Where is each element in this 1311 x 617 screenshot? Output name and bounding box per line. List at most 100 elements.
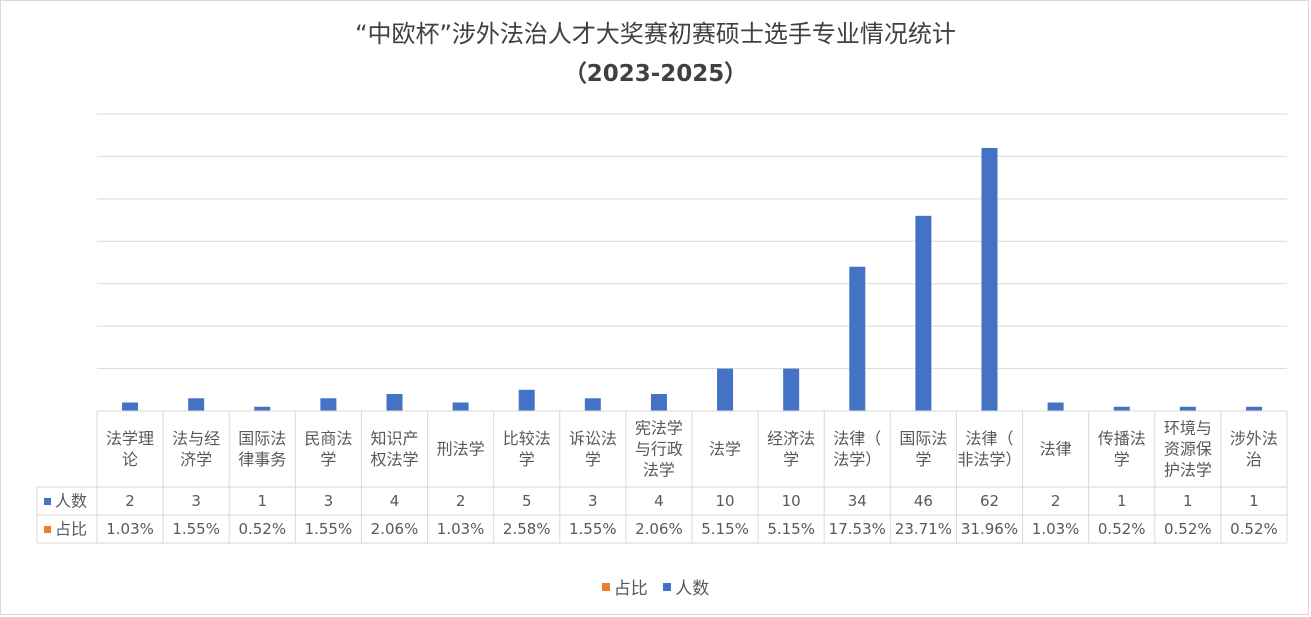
data-label: 34 [848,492,867,510]
chart-title: “中欧杯”涉外法治人才大奖赛初赛硕士选手专业情况统计 [355,20,956,48]
bar [915,215,932,411]
data-label: 0.52% [1098,520,1146,538]
category-label: 学 [320,450,336,469]
category-label: 法律 [1040,440,1072,459]
bar [122,402,139,411]
data-label: 5.15% [767,520,815,538]
bar [188,398,205,411]
bar [717,368,734,411]
data-label: 4 [390,492,400,510]
category-label: 学 [1114,450,1130,469]
category-label: 法学理 [106,429,154,448]
data-label: 1.55% [172,520,220,538]
bar [981,147,998,411]
data-label: 0.52% [238,520,286,538]
bar [452,402,469,411]
table-series-marker [44,498,51,505]
data-label: 1.03% [106,520,154,538]
data-label: 2 [456,492,466,510]
table-series-name: 人数 [55,492,87,511]
category-label: 诉讼法 [569,429,617,448]
category-label: 护法学 [1164,461,1212,480]
data-label: 23.71% [895,520,952,538]
data-label: 3 [191,492,201,510]
data-label: 2 [125,492,135,510]
bar [584,398,601,411]
category-label: 非法学） [957,450,1021,469]
data-label: 5.15% [701,520,749,538]
category-label: 法学 [709,440,741,459]
category-label: 环境与 [1164,419,1212,438]
legend-swatch-count [663,583,672,591]
data-label: 0.52% [1164,520,1212,538]
category-label: 国际法 [899,429,947,448]
data-label: 46 [914,492,933,510]
table-series-marker [44,526,51,533]
category-label: 知识产 [370,429,418,448]
data-label: 3 [324,492,334,510]
data-label: 10 [716,492,735,510]
bar [1113,406,1130,411]
bar [386,394,403,411]
data-label: 4 [654,492,664,510]
data-label: 31.96% [961,520,1018,538]
data-label: 0.52% [1230,520,1278,538]
category-label: 刑法学 [437,440,485,459]
table-series-name: 占比 [55,520,87,539]
category-label: 法律（ [833,429,881,448]
category-label: 法律（ [965,429,1013,448]
category-label: 法学） [833,450,881,469]
data-label: 2 [1051,492,1061,510]
category-label: 与行政 [635,440,683,459]
data-label: 1.55% [569,520,617,538]
bar [650,394,667,411]
data-label: 2.06% [635,520,683,538]
data-label: 2.06% [371,520,419,538]
data-label: 1 [1183,492,1193,510]
data-label: 2.58% [503,520,551,538]
category-label: 法与经 [172,429,220,448]
category-label: 宪法学 [635,419,683,438]
category-label: 论 [122,450,138,469]
category-label: 经济法 [767,429,815,448]
category-label: 学 [585,450,601,469]
category-label: 治 [1246,450,1262,469]
bar [849,266,866,411]
data-label: 1.03% [1032,520,1080,538]
legend-label-count: 人数 [675,579,710,599]
category-label: 权法学 [370,450,418,469]
data-label: 1 [1117,492,1127,510]
category-label: 济学 [180,450,212,469]
legend-label-share: 占比 [613,579,648,599]
category-label: 传播法 [1098,429,1146,448]
legend-item-share: 占比 [601,574,648,599]
bar [320,398,337,411]
legend-swatch-share [601,583,610,591]
data-label: 3 [588,492,598,510]
bar [1179,406,1196,411]
category-label: 律事务 [238,450,286,469]
category-label: 国际法 [238,429,286,448]
category-label: 民商法 [304,429,352,448]
category-label: 涉外法 [1230,429,1278,448]
bar [783,368,800,411]
chart-legend: 占比 人数 [0,574,1311,599]
data-label: 1 [258,492,268,510]
bar [1047,402,1064,411]
data-label: 1.55% [305,520,353,538]
data-label: 1 [1249,492,1259,510]
bar [254,406,271,411]
category-label: 学 [783,450,799,469]
category-label: 资源保 [1164,440,1212,459]
data-label: 1.03% [437,520,485,538]
data-label: 62 [980,492,999,510]
bar [1245,406,1262,411]
category-label: 学 [915,450,931,469]
legend-item-count: 人数 [663,574,709,599]
category-label: 比较法 [503,429,551,448]
data-label: 5 [522,492,532,510]
data-label: 10 [782,492,801,510]
